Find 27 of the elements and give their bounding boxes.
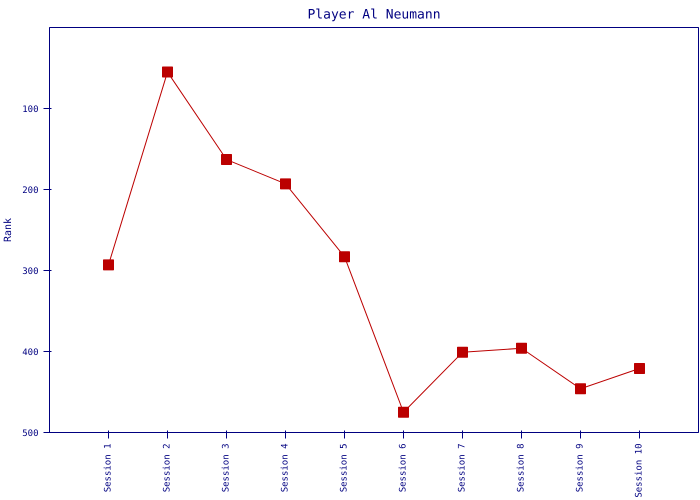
y-tick-label: 400 [22, 348, 39, 358]
y-tick-label: 200 [22, 186, 39, 196]
point [280, 178, 291, 190]
point [575, 383, 586, 394]
x-tick-label: Session 4 [280, 443, 290, 492]
point [516, 342, 527, 354]
x-tick-label: Session 6 [398, 443, 408, 492]
y-axis-title: Rank [3, 218, 14, 242]
point [103, 259, 114, 270]
x-tick-label: Session 8 [516, 443, 526, 492]
point [398, 406, 409, 418]
x-tick-label: Session 10 [634, 443, 644, 498]
x-tick-label: Session 3 [222, 443, 232, 492]
x-tick-label: Session 2 [162, 443, 172, 492]
point [221, 154, 232, 166]
x-tick-label: Session 1 [104, 443, 114, 492]
y-tick-label: 100 [22, 105, 39, 115]
y-tick-label: 300 [22, 267, 39, 277]
x-tick-label: Session 7 [458, 443, 468, 492]
x-tick-label: Session 5 [340, 443, 350, 492]
point [339, 251, 350, 262]
point [162, 66, 173, 78]
point [457, 346, 468, 358]
chart-title: Player Al Neumann [307, 8, 441, 22]
x-tick-label: Session 9 [576, 443, 586, 492]
y-tick-label: 500 [22, 429, 39, 439]
point [634, 363, 645, 374]
